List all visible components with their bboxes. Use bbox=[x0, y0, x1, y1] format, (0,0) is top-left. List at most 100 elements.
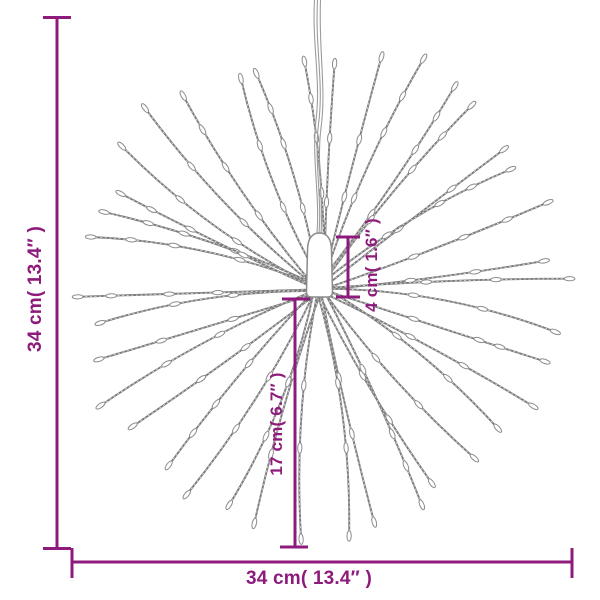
light-bulb bbox=[267, 103, 274, 114]
light-bulb bbox=[251, 517, 258, 530]
light-bulb bbox=[71, 294, 84, 300]
light-bulb bbox=[188, 428, 198, 438]
branch-twist-texture bbox=[144, 107, 320, 291]
light-bulb bbox=[542, 198, 554, 206]
branch-twist-texture bbox=[99, 290, 322, 324]
light-bulb bbox=[549, 328, 561, 336]
light-bulb bbox=[84, 234, 97, 240]
light-bulb bbox=[323, 196, 330, 209]
branch-twist-texture bbox=[322, 286, 498, 429]
light-bulb bbox=[434, 199, 445, 208]
light-bulb bbox=[407, 292, 420, 298]
branch-wires bbox=[71, 51, 576, 545]
light-bulb bbox=[378, 51, 385, 63]
light-bulb bbox=[505, 165, 517, 173]
branch-twist-texture bbox=[253, 289, 322, 524]
branch-twist-texture bbox=[132, 287, 325, 427]
light-bulb bbox=[301, 379, 307, 392]
light-bulb bbox=[298, 533, 304, 545]
connector-plug-icon bbox=[305, 232, 334, 298]
light-bulb bbox=[349, 428, 355, 440]
branch-twist-texture bbox=[103, 211, 326, 290]
light-bulb bbox=[196, 374, 207, 384]
width-dimension-label: 34 cm( 13.4″ ) bbox=[246, 568, 372, 589]
light-bulb bbox=[234, 256, 246, 263]
light-bulb bbox=[265, 371, 274, 382]
light-bulb bbox=[227, 315, 239, 322]
light-bulb bbox=[432, 111, 441, 122]
light-bulb bbox=[380, 127, 388, 138]
light-bulb bbox=[237, 251, 249, 259]
light-bulb bbox=[93, 356, 105, 363]
branch-twist-texture bbox=[255, 73, 321, 288]
light-bulb bbox=[319, 187, 325, 199]
drop-length-dimension-label: 17 cm( 6.7″ ) bbox=[267, 372, 286, 476]
light-bulb bbox=[402, 460, 410, 472]
light-bulb bbox=[458, 361, 469, 370]
light-bulb bbox=[142, 220, 154, 227]
cord-strand bbox=[316, 0, 321, 234]
branch-twist-texture bbox=[321, 56, 382, 288]
light-bulb bbox=[563, 276, 576, 282]
branch-twist-texture bbox=[319, 286, 375, 523]
branch-twist-texture bbox=[121, 145, 322, 291]
light-bulb bbox=[125, 237, 137, 243]
branch-twist-texture bbox=[321, 278, 570, 289]
light-bulb bbox=[443, 373, 453, 383]
light-bulb bbox=[155, 337, 168, 344]
light-bulb bbox=[185, 225, 196, 233]
light-bulb bbox=[356, 133, 363, 146]
light-bulb bbox=[182, 489, 191, 500]
light-bulb bbox=[280, 138, 287, 150]
light-bulb bbox=[501, 216, 513, 223]
light-bulb bbox=[127, 422, 138, 431]
branch-twist-texture bbox=[98, 292, 319, 360]
light-bulb bbox=[301, 55, 308, 68]
light-bulb bbox=[299, 202, 306, 214]
branch-wire bbox=[144, 107, 320, 291]
light-bulb bbox=[420, 279, 433, 285]
light-bulb bbox=[240, 343, 251, 352]
light-bulb bbox=[494, 343, 506, 350]
light-bulb bbox=[343, 442, 349, 454]
light-bulb bbox=[451, 81, 459, 92]
power-cord bbox=[313, 0, 324, 234]
light-bulb bbox=[308, 93, 314, 105]
light-bulb bbox=[528, 402, 539, 411]
branch-wire bbox=[316, 292, 351, 536]
light-bulb bbox=[490, 276, 502, 283]
light-bulb bbox=[341, 191, 348, 203]
branch-twist-texture bbox=[120, 193, 321, 292]
light-bulb bbox=[493, 423, 503, 433]
light-bulb bbox=[327, 132, 333, 144]
light-bulb bbox=[418, 499, 426, 511]
cord-strand bbox=[313, 0, 319, 234]
light-bulb bbox=[285, 376, 292, 388]
light-bulb bbox=[438, 131, 447, 141]
light-bulb bbox=[407, 164, 417, 175]
light-bulb bbox=[476, 305, 489, 312]
plug-height-dimension-label: 4 cm( 1.6″ ) bbox=[362, 218, 381, 312]
light-bulb bbox=[469, 269, 482, 275]
branch-twist-texture bbox=[298, 292, 318, 540]
branch-twist-texture bbox=[316, 287, 546, 362]
light-bulb bbox=[414, 400, 424, 410]
branch-twist-texture bbox=[319, 288, 556, 333]
light-bulb bbox=[499, 145, 510, 154]
light-bulb bbox=[214, 330, 226, 338]
light-bulb bbox=[252, 67, 260, 79]
light-bulb bbox=[115, 189, 126, 198]
light-bulb bbox=[221, 161, 230, 173]
light-bulb bbox=[446, 184, 457, 193]
light-bulb bbox=[381, 231, 392, 240]
light-bulb bbox=[254, 210, 263, 221]
light-bulb bbox=[227, 292, 240, 298]
branch-twist-texture bbox=[100, 288, 319, 406]
light-bulb bbox=[256, 139, 263, 152]
branch-wire bbox=[185, 292, 316, 496]
light-bulb bbox=[388, 428, 396, 440]
light-bulb bbox=[539, 358, 551, 365]
light-bulb bbox=[262, 430, 270, 442]
light-bulb bbox=[371, 516, 378, 528]
